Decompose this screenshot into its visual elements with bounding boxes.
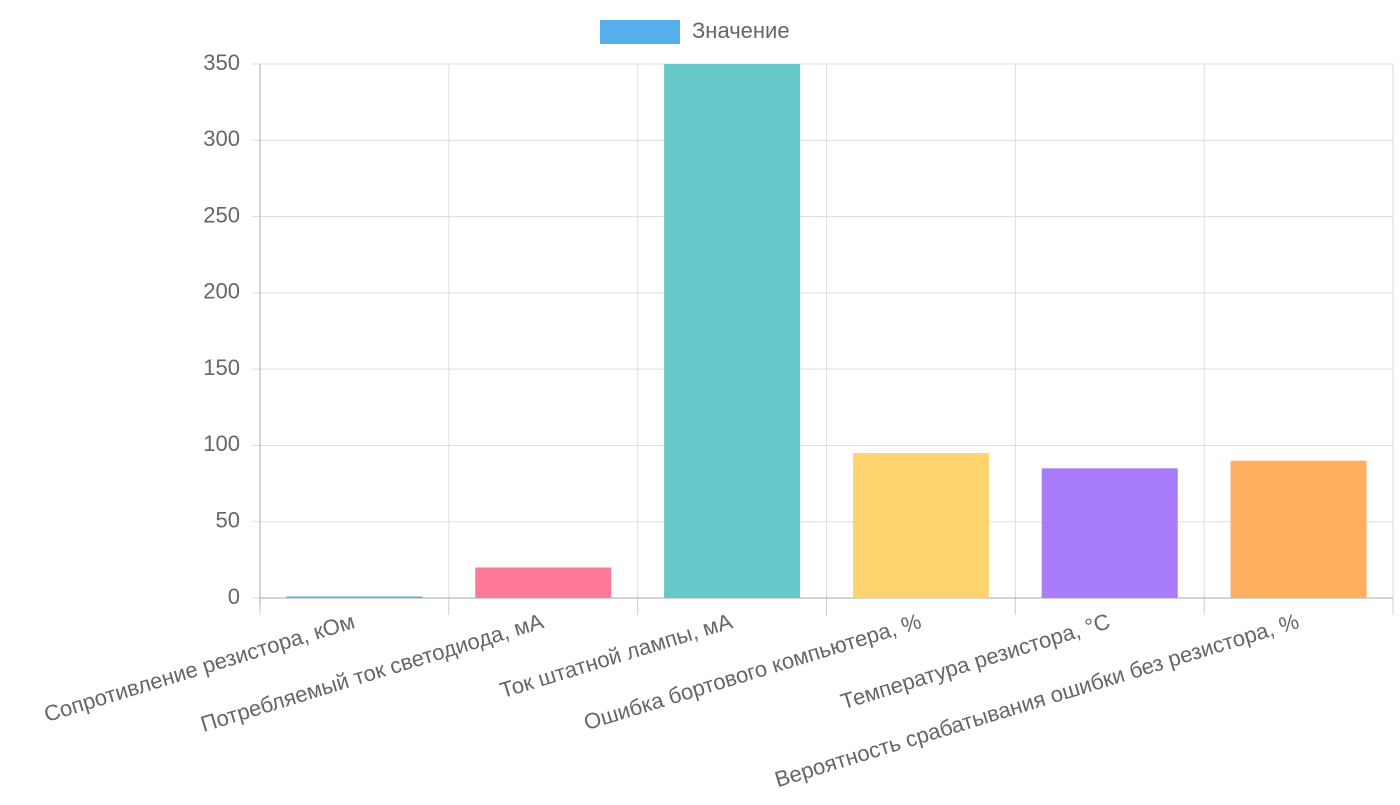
y-tick-label: 0: [228, 584, 240, 609]
bar: [1230, 460, 1367, 598]
x-tick-label: Сопротивление резистора, кОм: [41, 608, 358, 726]
y-tick-label: 100: [203, 431, 240, 456]
y-tick-label: 350: [203, 50, 240, 75]
bar: [286, 596, 423, 598]
y-tick-label: 150: [203, 355, 240, 380]
bar: [1041, 468, 1178, 598]
bar: [852, 453, 989, 598]
y-tick-label: 200: [203, 279, 240, 304]
bar: [664, 64, 801, 598]
legend-swatch: [600, 20, 680, 44]
bar: [475, 567, 612, 598]
y-tick-label: 250: [203, 202, 240, 227]
y-tick-label: 300: [203, 126, 240, 151]
y-tick-label: 50: [216, 508, 240, 533]
x-tick-label: Ошибка бортового компьютера, %: [581, 608, 924, 735]
legend-label: Значение: [692, 18, 790, 43]
x-tick-label: Потребляемый ток светодиода, мА: [198, 608, 547, 736]
